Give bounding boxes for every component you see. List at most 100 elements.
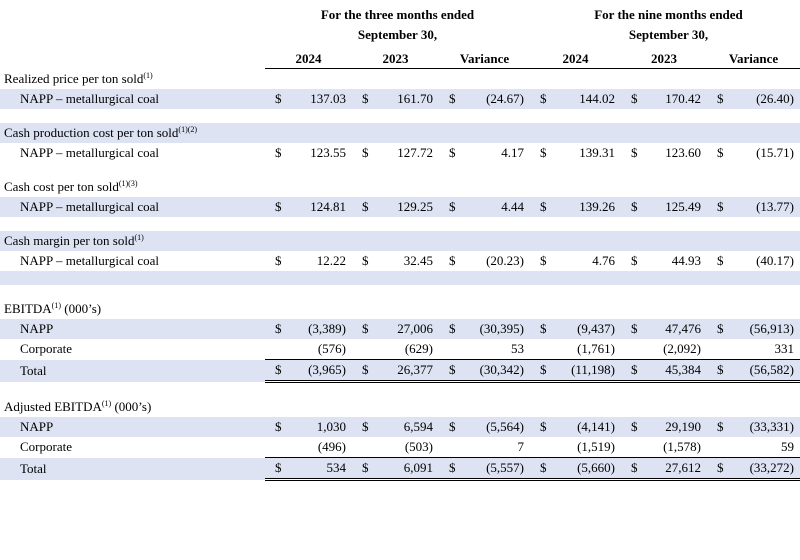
col-header-variance-nine: Variance — [707, 50, 800, 69]
value-cell: $ (5,564) — [439, 417, 530, 437]
value-cell: $331 — [707, 339, 800, 360]
value-amount: (503) — [404, 439, 433, 454]
col-header-2023-three: 2023 — [352, 50, 439, 69]
value-cell: $1,030 — [265, 417, 352, 437]
value-wrap: $27,006 — [352, 319, 439, 339]
value-wrap: $(1,578) — [621, 437, 707, 457]
currency-symbol: $ — [449, 91, 456, 106]
value-cell: $ (30,342) — [439, 359, 530, 383]
currency-symbol: $ — [717, 253, 724, 268]
footnote-ref: (1)(2) — [178, 125, 198, 134]
value-cell: $(503) — [352, 437, 439, 458]
currency-symbol: $ — [275, 419, 282, 434]
value-wrap: $ (11,198) — [530, 361, 621, 379]
currency-symbol: $ — [275, 321, 282, 336]
value-cell: $124.81 — [265, 197, 352, 217]
section-spacer — [0, 217, 800, 231]
value-amount: (3,965) — [308, 362, 346, 377]
currency-symbol: $ — [449, 321, 456, 336]
value-cell: $32.45 — [352, 251, 439, 271]
value-amount: 144.02 — [579, 91, 615, 106]
section-spacer-shaded — [0, 271, 800, 285]
value-wrap: $139.26 — [530, 197, 621, 217]
section-spacer-cell — [0, 285, 800, 299]
value-amount: 123.55 — [310, 145, 346, 160]
value-wrap: $ (40.17) — [707, 251, 800, 271]
value-cell: $ (56,582) — [707, 359, 800, 383]
value-amount: (5,557) — [486, 460, 524, 475]
section-title-row: Cash cost per ton sold(1)(3) — [0, 177, 800, 197]
currency-symbol: $ — [362, 199, 369, 214]
value-cell: $26,377 — [352, 359, 439, 383]
value-cell: $ (30,395) — [439, 319, 530, 339]
section-title: Adjusted EBITDA(1) (000’s) — [0, 397, 800, 417]
currency-symbol: $ — [717, 419, 724, 434]
value-wrap: $47,476 — [621, 319, 707, 339]
value-amount: (629) — [404, 341, 433, 356]
row-label: NAPP — [0, 319, 265, 339]
value-wrap: $ (24.67) — [439, 89, 530, 109]
value-wrap: $127.72 — [352, 143, 439, 163]
value-wrap: $123.60 — [621, 143, 707, 163]
value-wrap: $161.70 — [352, 89, 439, 109]
currency-symbol: $ — [540, 419, 547, 434]
section-title: EBITDA(1) (000’s) — [0, 299, 800, 319]
value-cell: $59 — [707, 437, 800, 458]
value-cell: $123.60 — [621, 143, 707, 163]
value-wrap: $123.55 — [265, 143, 352, 163]
value-wrap: $534 — [265, 459, 352, 477]
value-cell: $ (5,557) — [439, 457, 530, 481]
value-amount: 534 — [326, 460, 347, 475]
value-amount: 27,612 — [665, 460, 701, 475]
value-cell: $ (5,660) — [530, 457, 621, 481]
currency-symbol: $ — [449, 419, 456, 434]
row-label: Total — [0, 359, 265, 382]
value-amount: 27,006 — [397, 321, 433, 336]
currency-symbol: $ — [717, 91, 724, 106]
value-amount: 161.70 — [397, 91, 433, 106]
value-wrap: $ (30,395) — [439, 319, 530, 339]
currency-symbol: $ — [362, 321, 369, 336]
currency-symbol: $ — [449, 362, 456, 377]
currency-symbol: $ — [631, 362, 638, 377]
nine-months-header-line2: September 30, — [628, 27, 709, 42]
currency-symbol: $ — [275, 145, 282, 160]
currency-symbol: $ — [275, 362, 282, 377]
value-amount: (20.23) — [486, 253, 524, 268]
value-cell: $ (4,141) — [530, 417, 621, 437]
section-title-text: Cash margin per ton sold — [4, 233, 135, 248]
value-amount: (1,761) — [577, 341, 615, 356]
value-cell: $ (40.17) — [707, 251, 800, 271]
section-title-row: Realized price per ton sold(1) — [0, 69, 800, 90]
col-header-2024-three: 2024 — [265, 50, 352, 69]
currency-symbol: $ — [275, 460, 282, 475]
value-wrap: $331 — [707, 339, 800, 359]
value-cell: $ (56,913) — [707, 319, 800, 339]
three-months-header: For the three months ended September 30, — [265, 6, 530, 48]
value-amount: 44.93 — [671, 253, 701, 268]
section-title: Cash production cost per ton sold(1)(2) — [0, 123, 800, 143]
value-cell: $(629) — [352, 339, 439, 360]
value-amount: 1,030 — [316, 419, 346, 434]
value-cell: $ (24.67) — [439, 89, 530, 109]
table-row: NAPP $ (3,389) $27,006 $ (30,395) $ (9,437) $47,… — [0, 319, 800, 339]
value-cell: $47,476 — [621, 319, 707, 339]
value-amount: (4,141) — [577, 419, 615, 434]
row-label: Corporate — [20, 341, 72, 357]
value-wrap: $170.42 — [621, 89, 707, 109]
value-cell: $ (3,965) — [265, 359, 352, 383]
currency-symbol: $ — [275, 199, 282, 214]
value-wrap: $26,377 — [352, 361, 439, 379]
section-spacer — [0, 382, 800, 398]
value-wrap: $ (4,141) — [530, 417, 621, 437]
col-header-2023-nine: 2023 — [621, 50, 707, 69]
value-cell: $4.76 — [530, 251, 621, 271]
currency-symbol: $ — [717, 145, 724, 160]
value-amount: 6,091 — [403, 460, 433, 475]
value-cell: $(2,092) — [621, 339, 707, 360]
value-amount: (30,342) — [479, 362, 524, 377]
value-wrap: $ (3,965) — [265, 361, 352, 379]
coal-metrics-table: 2024 2023 Variance 2024 2023 Variance Re… — [0, 50, 800, 481]
currency-symbol: $ — [631, 460, 638, 475]
